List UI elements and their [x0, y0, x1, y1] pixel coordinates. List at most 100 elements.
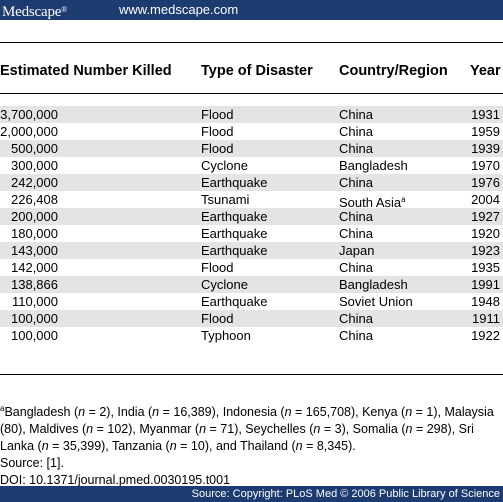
cell-country: Bangladesh [339, 276, 408, 293]
column-header-year: Year [470, 63, 501, 79]
table-row: 100,000 Flood China 1911 [0, 310, 503, 327]
cell-country: China [339, 208, 373, 225]
cell-killed: 500,000 [11, 141, 58, 156]
cell-killed: 142,000 [11, 260, 58, 275]
italic-n: n [405, 405, 413, 419]
table-row: 143,000 Earthquake Japan 1923 [0, 242, 503, 259]
cell-country: China [339, 327, 373, 344]
footnote-text: aBangladesh (n = 2), India (n = 16,389),… [0, 400, 502, 455]
cell-killed: 138,866 [11, 277, 58, 292]
column-header-country: Country/Region [339, 63, 448, 79]
table-row: 226,408 Tsunami South Asiaa 2004 [0, 191, 503, 211]
cell-killed: 300,000 [11, 158, 58, 173]
cell-country: China [339, 225, 373, 242]
registered-mark: ® [61, 5, 68, 14]
table-bottom-rule [0, 374, 503, 375]
cell-country: Soviet Union [339, 293, 413, 310]
table-row: 242,000 Earthquake China 1976 [0, 174, 503, 191]
cell-year: 1976 [471, 175, 500, 190]
cell-year: 1935 [471, 260, 500, 275]
cell-country-text: China [339, 175, 373, 190]
table-row: 180,000 Earthquake China 1920 [0, 225, 503, 242]
cell-country: China [339, 174, 373, 191]
italic-n: n [405, 422, 413, 436]
cell-type: Earthquake [201, 226, 268, 241]
cell-year: 1920 [471, 226, 500, 241]
cell-country-text: South Asia [339, 195, 402, 210]
table-row: 3,700,000 Flood China 1931 [0, 106, 503, 123]
bottom-banner: Source: Copyright: PLoS Med © 2006 Publi… [0, 486, 503, 502]
italic-n: n [86, 422, 94, 436]
cell-year: 1927 [471, 209, 500, 224]
cell-country-text: China [339, 328, 373, 343]
cell-country: China [339, 106, 373, 123]
cell-year: 1959 [471, 124, 500, 139]
cell-killed: 200,000 [11, 209, 58, 224]
footnote-marker: a [0, 404, 5, 413]
cell-killed: 100,000 [11, 328, 58, 343]
cell-type: Earthquake [201, 294, 268, 309]
doi-line[interactable]: DOI: 10.1371/journal.pmed.0030195.t001 [0, 473, 231, 487]
table-row: 100,000 Typhoon China 1922 [0, 327, 503, 344]
footnote-ref: a [401, 195, 406, 204]
cell-country: Bangladesh [339, 157, 408, 174]
table-body: 3,700,000 Flood China 1931 2,000,000 Flood Chi… [0, 106, 503, 344]
cell-type: Flood [201, 141, 234, 156]
table-row: 200,000 Earthquake China 1927 [0, 208, 503, 225]
cell-country-text: China [339, 260, 373, 275]
cell-killed: 180,000 [11, 226, 58, 241]
italic-n: n [152, 405, 160, 419]
cell-country-text: Bangladesh [339, 158, 408, 173]
cell-country-text: China [339, 226, 373, 241]
cell-killed: 3,700,000 [0, 107, 58, 122]
cell-country: China [339, 123, 373, 140]
cell-year: 1970 [471, 158, 500, 173]
cell-killed: 143,000 [11, 243, 58, 258]
cell-year: 1923 [471, 243, 500, 258]
cell-type: Cyclone [201, 158, 248, 173]
cell-country: South Asiaa [339, 191, 406, 211]
cell-killed: 110,000 [11, 294, 58, 309]
table-row: 300,000 Cyclone Bangladesh 1970 [0, 157, 503, 174]
column-header-killed: Estimated Number Killed [0, 63, 172, 79]
cell-country-text: China [339, 124, 373, 139]
italic-n: n [78, 405, 86, 419]
italic-n: n [284, 405, 292, 419]
cell-year: 1922 [471, 328, 500, 343]
cell-type: Tsunami [201, 192, 250, 207]
table-row: 500,000 Flood China 1939 [0, 140, 503, 157]
cell-year: 1948 [471, 294, 500, 309]
cell-country-text: Japan [339, 243, 375, 258]
cell-killed: 2,000,000 [0, 124, 58, 139]
cell-year: 1939 [471, 141, 500, 156]
cell-type: Earthquake [201, 243, 268, 258]
italic-n: n [41, 439, 49, 453]
top-banner: Medscape® www.medscape.com [0, 0, 503, 20]
cell-country-text: China [339, 141, 373, 156]
cell-killed: 100,000 [11, 311, 58, 326]
column-header-type: Type of Disaster [201, 63, 313, 79]
footnote-body: Bangladesh (n = 2), India (n = 16,389), … [0, 405, 494, 453]
cell-killed: 226,408 [11, 192, 58, 207]
italic-n: n [199, 422, 207, 436]
table-footnote: aBangladesh (n = 2), India (n = 16,389),… [0, 400, 502, 489]
cell-country-text: China [339, 107, 373, 122]
source-line: Source: [1]. [0, 456, 64, 470]
copyright-note: Source: Copyright: PLoS Med © 2006 Publi… [191, 488, 500, 500]
cell-country: China [339, 310, 373, 327]
cell-type: Cyclone [201, 277, 248, 292]
table-row: 142,000 Flood China 1935 [0, 259, 503, 276]
italic-n: n [169, 439, 177, 453]
cell-country-text: Soviet Union [339, 294, 413, 309]
medscape-logo[interactable]: Medscape® [2, 1, 67, 21]
header-rule [0, 93, 503, 94]
cell-country-text: Bangladesh [339, 277, 408, 292]
cell-type: Typhoon [201, 328, 251, 343]
table-row: 138,866 Cyclone Bangladesh 1991 [0, 276, 503, 293]
cell-killed: 242,000 [11, 175, 58, 190]
italic-n: n [313, 422, 321, 436]
site-url-link[interactable]: www.medscape.com [119, 2, 239, 17]
italic-n: n [295, 439, 303, 453]
cell-country: China [339, 259, 373, 276]
table-top-rule [0, 42, 503, 43]
